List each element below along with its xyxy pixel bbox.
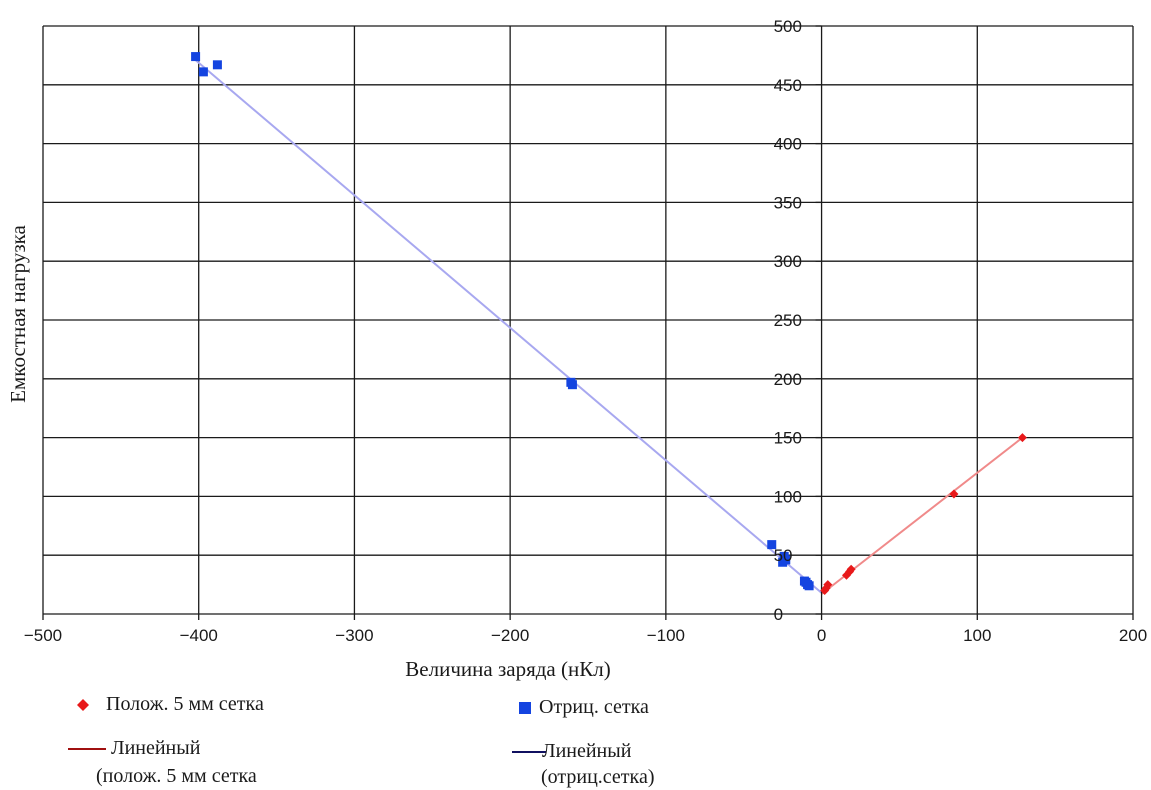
legend-label-negative-line-2: (отриц.сетка) xyxy=(541,766,655,788)
data-point-positive xyxy=(821,583,831,593)
x-tick-label: 200 xyxy=(1119,626,1147,645)
data-point-positive xyxy=(949,489,959,499)
red-diamond-icon xyxy=(77,699,89,711)
y-tick-label: 450 xyxy=(774,76,802,95)
x-tick-label: −300 xyxy=(335,626,373,645)
data-point-negative xyxy=(799,576,809,586)
y-tick-label: 200 xyxy=(774,370,802,389)
trendline-negative xyxy=(194,59,823,594)
x-tick-label: −400 xyxy=(180,626,218,645)
trendline-positive xyxy=(820,436,1024,595)
x-tick-label: 100 xyxy=(963,626,991,645)
navy-line-icon xyxy=(512,751,546,753)
axes xyxy=(42,25,1134,620)
y-tick-label: 300 xyxy=(774,252,802,271)
y-tick-label: 150 xyxy=(774,429,802,448)
legend-label-positive-line-2: (полож. 5 мм сетка xyxy=(96,765,257,787)
legend-label-positive-points: Полож. 5 мм сетка xyxy=(106,693,264,715)
data-point-negative xyxy=(212,60,222,70)
grid xyxy=(42,25,1134,614)
y-tick-label: 500 xyxy=(774,17,802,36)
data-point-negative xyxy=(191,52,201,62)
trendlines xyxy=(194,59,1024,595)
data-point-positive xyxy=(1017,433,1027,443)
data-point-negative xyxy=(767,540,777,550)
y-tick-label: 350 xyxy=(774,193,802,212)
legend-label-positive-line-1: Линейный xyxy=(111,737,201,759)
x-tick-label: −100 xyxy=(647,626,685,645)
blue-square-icon xyxy=(519,702,531,714)
data-points xyxy=(191,52,1027,595)
x-tick-label: 0 xyxy=(817,626,826,645)
x-axis-title: Величина заряда (нКл) xyxy=(405,657,610,681)
red-line-icon xyxy=(68,748,106,750)
y-tick-label: 50 xyxy=(774,546,793,565)
tick-labels: −500 −400 −300 −200 −100 0 100 200 0 50 100 150 200 2… xyxy=(24,17,1147,645)
y-tick-label: 100 xyxy=(774,487,802,506)
y-axis-title: Емкостная нагрузка xyxy=(6,225,30,403)
x-tick-label: −200 xyxy=(491,626,529,645)
legend-label-negative-line-1: Линейный xyxy=(542,740,632,762)
data-point-negative xyxy=(804,581,814,591)
data-point-negative xyxy=(567,380,577,390)
y-tick-label: 250 xyxy=(774,311,802,330)
x-tick-label: −500 xyxy=(24,626,62,645)
data-point-negative xyxy=(198,67,208,77)
y-tick-label: 400 xyxy=(774,135,802,154)
legend-label-negative-points: Отриц. сетка xyxy=(539,696,649,718)
data-point-positive xyxy=(846,564,856,574)
y-tick-label: 0 xyxy=(774,605,783,624)
data-point-negative xyxy=(781,555,791,565)
